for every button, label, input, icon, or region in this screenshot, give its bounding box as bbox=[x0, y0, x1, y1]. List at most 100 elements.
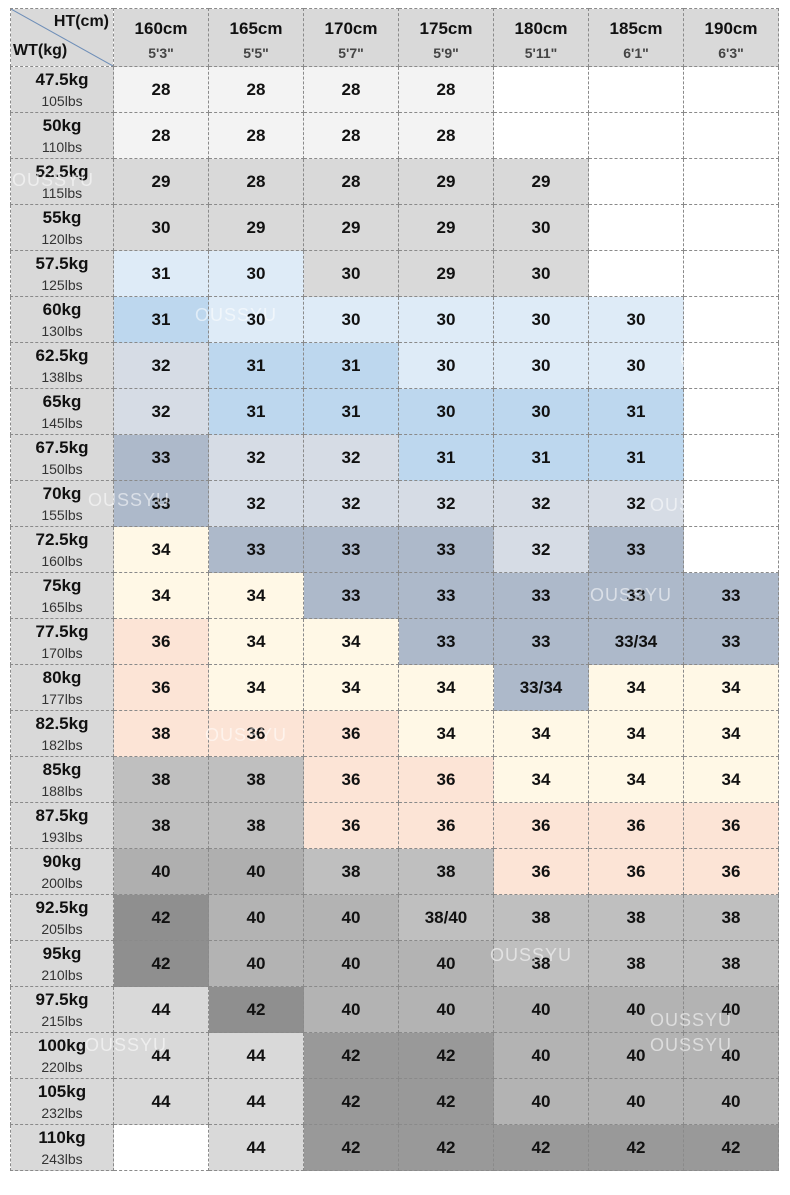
height-ft: 6'3" bbox=[718, 44, 744, 61]
size-cell: 32 bbox=[208, 480, 304, 527]
size-cell: 31 bbox=[398, 434, 494, 481]
size-cell: 28 bbox=[303, 66, 399, 113]
weight-row: 100kg 220lbs 44 44 42 42 40 40 40 bbox=[10, 1032, 779, 1079]
size-cell: 40 bbox=[683, 1078, 779, 1125]
weight-lbs: 115lbs bbox=[41, 184, 83, 201]
size-cell: 42 bbox=[303, 1078, 399, 1125]
size-cell: 32 bbox=[113, 342, 209, 389]
height-label: HT(cm) bbox=[53, 13, 109, 30]
size-cell: 30 bbox=[588, 296, 684, 343]
size-cell: 32 bbox=[113, 388, 209, 435]
weight-label: WT(kg) bbox=[13, 41, 68, 59]
weight-kg: 65kg bbox=[42, 392, 82, 412]
weight-lbs: 130lbs bbox=[41, 322, 83, 339]
row-header: 100kg 220lbs bbox=[10, 1032, 114, 1079]
size-cell: 30 bbox=[113, 204, 209, 251]
size-cell: 31 bbox=[588, 388, 684, 435]
weight-kg: 57.5kg bbox=[35, 254, 89, 274]
weight-row: 70kg 155lbs 33 32 32 32 32 32 bbox=[10, 480, 779, 527]
weight-row: 60kg 130lbs 31 30 30 30 30 30 bbox=[10, 296, 779, 343]
size-cell: 38/40 bbox=[398, 894, 494, 941]
size-cell: 29 bbox=[398, 158, 494, 205]
row-header: 92.5kg 205lbs bbox=[10, 894, 114, 941]
row-header: 65kg 145lbs bbox=[10, 388, 114, 435]
row-header: 52.5kg 115lbs bbox=[10, 158, 114, 205]
height-ft: 5'5" bbox=[243, 44, 269, 61]
size-chart: HT(cm) WT(kg) 160cm 5'3" 165cm 5'5" 170cm 5'7" 1… bbox=[10, 8, 779, 1171]
size-cell: 32 bbox=[588, 480, 684, 527]
height-cm: 175cm bbox=[419, 18, 473, 38]
size-cell: 30 bbox=[493, 342, 589, 389]
size-cell: 38 bbox=[113, 710, 209, 757]
size-cell: 42 bbox=[113, 940, 209, 987]
weight-row: 87.5kg 193lbs 38 38 36 36 36 36 36 bbox=[10, 802, 779, 849]
size-cell: 34 bbox=[588, 664, 684, 711]
size-cell: 28 bbox=[113, 112, 209, 159]
size-cell: 34 bbox=[588, 710, 684, 757]
height-cm: 185cm bbox=[609, 18, 663, 38]
size-cell: 33 bbox=[588, 572, 684, 619]
row-header: 105kg 232lbs bbox=[10, 1078, 114, 1125]
size-cell: 42 bbox=[113, 894, 209, 941]
size-cell: 33 bbox=[398, 572, 494, 619]
size-cell: 33 bbox=[683, 572, 779, 619]
size-cell: 36 bbox=[398, 802, 494, 849]
size-cell: 42 bbox=[303, 1032, 399, 1079]
weight-kg: 105kg bbox=[37, 1082, 87, 1102]
size-cell: 33/34 bbox=[493, 664, 589, 711]
size-cell: 29 bbox=[208, 204, 304, 251]
weight-lbs: 155lbs bbox=[41, 506, 83, 523]
size-cell: 29 bbox=[113, 158, 209, 205]
size-cell: 34 bbox=[588, 756, 684, 803]
size-cell: 38 bbox=[208, 756, 304, 803]
weight-row: 62.5kg 138lbs 32 31 31 30 30 30 bbox=[10, 342, 779, 389]
weight-row: 97.5kg 215lbs 44 42 40 40 40 40 40 bbox=[10, 986, 779, 1033]
size-cell: 36 bbox=[683, 802, 779, 849]
size-cell: 38 bbox=[113, 802, 209, 849]
weight-row: 80kg 177lbs 36 34 34 34 33/34 34 34 bbox=[10, 664, 779, 711]
size-cell bbox=[683, 388, 779, 435]
weight-row: 50kg 110lbs 28 28 28 28 bbox=[10, 112, 779, 159]
size-cell: 44 bbox=[208, 1078, 304, 1125]
height-ft: 5'9" bbox=[433, 44, 459, 61]
weight-row: 55kg 120lbs 30 29 29 29 30 bbox=[10, 204, 779, 251]
size-cell: 36 bbox=[303, 710, 399, 757]
weight-kg: 70kg bbox=[42, 484, 82, 504]
size-cell: 36 bbox=[303, 802, 399, 849]
size-cell: 33 bbox=[493, 572, 589, 619]
weight-kg: 55kg bbox=[42, 208, 82, 228]
weight-lbs: 177lbs bbox=[41, 690, 83, 707]
size-cell: 31 bbox=[208, 342, 304, 389]
row-header: 57.5kg 125lbs bbox=[10, 250, 114, 297]
size-cell: 42 bbox=[683, 1124, 779, 1171]
row-header: 67.5kg 150lbs bbox=[10, 434, 114, 481]
weight-row: 82.5kg 182lbs 38 36 36 34 34 34 34 bbox=[10, 710, 779, 757]
size-cell bbox=[683, 158, 779, 205]
size-cell: 38 bbox=[588, 940, 684, 987]
row-header: 62.5kg 138lbs bbox=[10, 342, 114, 389]
row-header: 95kg 210lbs bbox=[10, 940, 114, 987]
weight-row: 75kg 165lbs 34 34 33 33 33 33 33 bbox=[10, 572, 779, 619]
size-cell: 31 bbox=[588, 434, 684, 481]
weight-kg: 77.5kg bbox=[35, 622, 89, 642]
weight-kg: 92.5kg bbox=[35, 898, 89, 918]
size-cell: 42 bbox=[303, 1124, 399, 1171]
size-cell: 40 bbox=[683, 986, 779, 1033]
column-header: 175cm 5'9" bbox=[398, 8, 494, 67]
size-cell: 38 bbox=[493, 940, 589, 987]
size-cell: 29 bbox=[303, 204, 399, 251]
size-cell: 29 bbox=[398, 250, 494, 297]
size-cell: 33 bbox=[113, 434, 209, 481]
size-cell: 42 bbox=[493, 1124, 589, 1171]
size-cell: 34 bbox=[303, 618, 399, 665]
row-header: 97.5kg 215lbs bbox=[10, 986, 114, 1033]
weight-kg: 95kg bbox=[42, 944, 82, 964]
size-cell: 36 bbox=[493, 848, 589, 895]
weight-row: 105kg 232lbs 44 44 42 42 40 40 40 bbox=[10, 1078, 779, 1125]
size-cell: 34 bbox=[113, 572, 209, 619]
size-cell: 40 bbox=[208, 940, 304, 987]
size-cell: 42 bbox=[588, 1124, 684, 1171]
size-cell: 34 bbox=[208, 572, 304, 619]
size-cell bbox=[683, 480, 779, 527]
size-cell: 32 bbox=[303, 434, 399, 481]
